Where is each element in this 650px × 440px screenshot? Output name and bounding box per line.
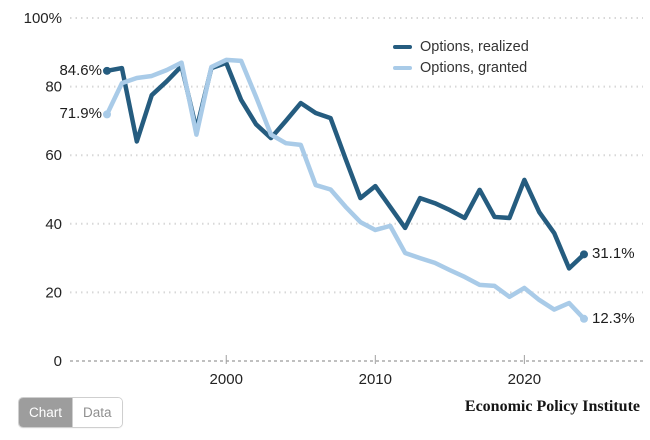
legend-item-options-granted[interactable]: Options, granted [393, 57, 529, 78]
legend-item-options-realized[interactable]: Options, realized [393, 36, 529, 57]
y-axis-tick-label: 20 [45, 284, 62, 301]
chart-legend: Options, realized Options, granted [393, 36, 529, 78]
y-axis-tick-label: 100% [24, 10, 62, 27]
series-line-realized [104, 60, 587, 271]
start-value-label-granted: 71.9% [59, 105, 102, 122]
start-value-label-realized: 84.6% [59, 62, 102, 79]
y-axis-tick-label: 60 [45, 147, 62, 164]
x-axis-tick-label: 2010 [359, 371, 392, 388]
chart-data-toggle: Chart Data [18, 397, 123, 428]
end-value-label-realized: 31.1% [592, 245, 635, 262]
data-tab-button[interactable]: Data [72, 398, 122, 427]
y-axis-tick-label: 40 [45, 216, 62, 233]
series-endpoint-marker [103, 66, 111, 75]
x-axis-tick-label: 2020 [508, 371, 541, 388]
y-axis-tick-label: 80 [45, 79, 62, 96]
series-endpoint-marker [579, 250, 588, 259]
legend-label-realized: Options, realized [420, 38, 529, 55]
y-axis-tick-label: 0 [54, 353, 62, 370]
legend-swatch-realized-icon [393, 44, 412, 49]
source-attribution: Economic Policy Institute [464, 398, 640, 415]
chart-tab-button[interactable]: Chart [19, 398, 73, 427]
legend-label-granted: Options, granted [420, 59, 528, 76]
line-chart-canvas: 0 20 40 60 80 100% 2000 2010 2020 [24, 10, 643, 388]
end-value-label-granted: 12.3% [592, 310, 635, 327]
legend-swatch-granted-icon [393, 65, 412, 70]
x-axis-tick-label: 2000 [210, 371, 243, 388]
series-endpoint-marker [103, 110, 111, 119]
series-line-granted [104, 57, 587, 322]
series-endpoint-marker [579, 314, 588, 323]
